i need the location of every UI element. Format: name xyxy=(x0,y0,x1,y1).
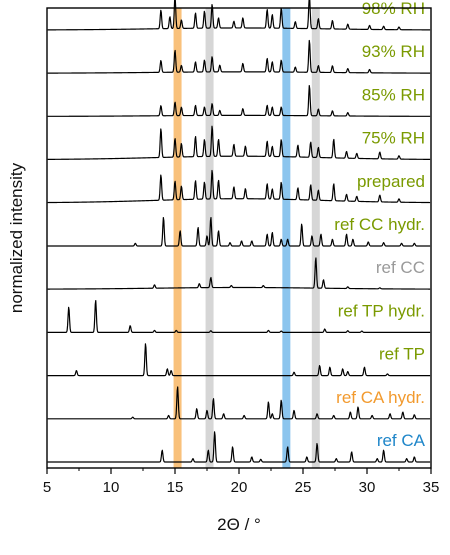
x-tick-label: 35 xyxy=(423,479,440,496)
trace-label: ref TP xyxy=(379,345,425,364)
highlight-band-2 xyxy=(282,8,291,468)
x-tick-label: 5 xyxy=(43,479,51,496)
y-axis-label: normalized intensity xyxy=(7,162,26,313)
trace-labels: 98% RH 93% RH 85% RH 75% RH prepared ref CC h… xyxy=(334,0,425,450)
x-tick-label: 20 xyxy=(231,479,248,496)
highlight-band-1 xyxy=(173,8,182,468)
trace-label: ref TP hydr. xyxy=(338,301,425,320)
diffraction-traces xyxy=(47,0,431,463)
trace-label: ref CC xyxy=(376,258,425,277)
trace-93-rh xyxy=(47,39,431,74)
trace-ref-ca xyxy=(47,431,431,463)
trace-ref-cc-hydr xyxy=(47,216,431,247)
trace-label: ref CC hydr. xyxy=(334,215,425,234)
highlight-band-4 xyxy=(311,8,320,468)
trace-75-rh xyxy=(47,125,431,160)
trace-98-rh xyxy=(47,0,431,31)
x-axis-label: 2Θ / ° xyxy=(217,515,261,534)
trace-prepared xyxy=(47,169,431,204)
trace-ref-cc xyxy=(47,257,431,290)
trace-label: 75% RH xyxy=(362,129,425,148)
trace-ref-tp-hydr xyxy=(47,300,431,333)
trace-label: ref CA xyxy=(377,431,426,450)
trace-label: prepared xyxy=(357,172,425,191)
trace-label: ref CA hydr. xyxy=(336,388,425,407)
x-tick-label: 15 xyxy=(167,479,184,496)
trace-85-rh xyxy=(47,84,431,117)
x-axis: 5 10 15 20 25 30 35 xyxy=(43,468,440,496)
trace-ref-tp xyxy=(47,343,431,377)
x-tick-label: 25 xyxy=(295,479,312,496)
trace-label: 93% RH xyxy=(362,42,425,61)
x-tick-label: 30 xyxy=(359,479,376,496)
trace-label: 98% RH xyxy=(362,0,425,18)
highlight-bands xyxy=(173,8,320,468)
trace-label: 85% RH xyxy=(362,85,425,104)
trace-ref-ca-hydr xyxy=(47,386,431,420)
x-tick-label: 10 xyxy=(103,479,120,496)
